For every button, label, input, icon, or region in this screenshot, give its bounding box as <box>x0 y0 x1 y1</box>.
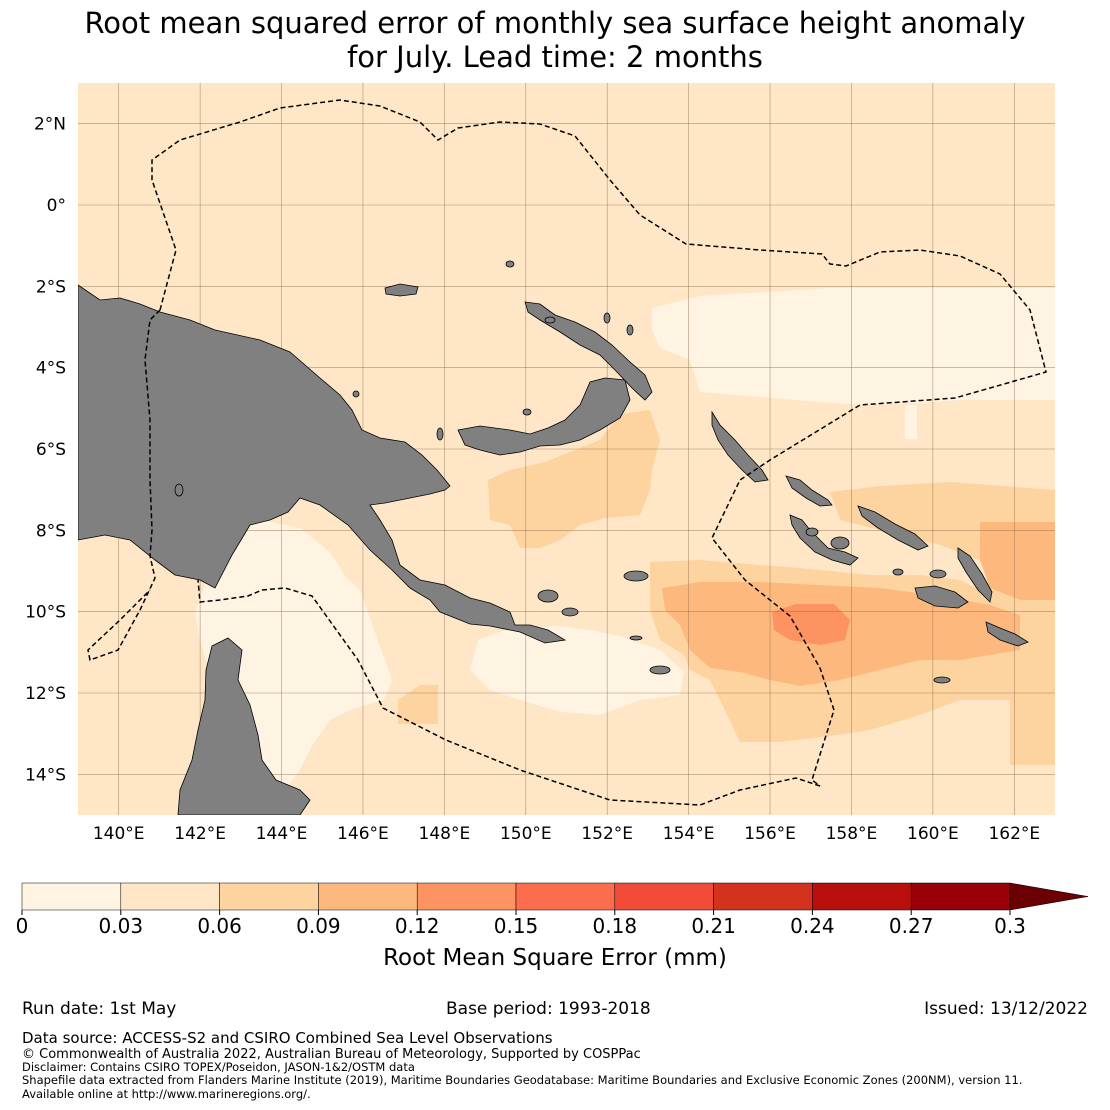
disclaimer: Disclaimer: Contains CSIRO TOPEX/Poseido… <box>22 1060 415 1074</box>
x-tick-label: 144°E <box>256 824 308 844</box>
y-tick-label: 4°S <box>36 359 66 379</box>
land-makira <box>985 621 1029 647</box>
copyright: © Commonwealth of Australia 2022, Austra… <box>22 1047 641 1062</box>
base-period: Base period: 1993-2018 <box>446 999 651 1019</box>
colorbar-tick-label: 0.27 <box>889 914 934 938</box>
x-tick-label: 148°E <box>419 824 471 844</box>
x-tick-label: 152°E <box>581 824 633 844</box>
colorbar-extend-arrow <box>1009 882 1089 911</box>
data-source: Data source: ACCESS-S2 and CSIRO Combine… <box>22 1029 553 1047</box>
colorbar-tick-label: 0.24 <box>790 914 835 938</box>
colorbar-segment <box>812 882 912 911</box>
title-line-1: Root mean squared error of monthly sea s… <box>84 6 1026 40</box>
colorbar-tick-label: 0 <box>16 914 29 938</box>
y-tick-label: 0° <box>47 196 66 216</box>
run-date: Run date: 1st May <box>22 999 177 1019</box>
colorbar-tick-label: 0.21 <box>691 914 736 938</box>
land <box>78 260 1029 815</box>
colorbar-segment <box>120 882 220 911</box>
colorbar-segment <box>614 882 714 911</box>
land-new-britain <box>457 377 631 456</box>
x-tick-label: 150°E <box>500 824 552 844</box>
x-tick-label: 154°E <box>663 824 715 844</box>
x-tick-labels: 140°E 142°E 144°E 146°E 148°E 150°E 152°E 154°E… <box>93 824 1040 844</box>
title-line-2: for July. Lead time: 2 months <box>347 40 763 74</box>
land-malaita <box>957 547 993 603</box>
colorbar: 0 0.03 0.06 0.09 0.12 0.15 0.18 0.21 0.24 0.27 0.3 <box>16 882 1089 938</box>
colorbar-segment <box>416 882 517 911</box>
issued-date: Issued: 13/12/2022 <box>924 999 1088 1019</box>
x-tick-label: 146°E <box>337 824 389 844</box>
shapefile-credit: Shapefile data extracted from Flanders M… <box>22 1073 1023 1087</box>
x-tick-label: 158°E <box>826 824 878 844</box>
colorbar-tick-label: 0.09 <box>296 914 341 938</box>
colorbar-segment <box>713 882 813 911</box>
colorbar-title: Root Mean Square Error (mm) <box>383 945 727 971</box>
colorbar-tick-label: 0.06 <box>197 914 242 938</box>
rmse-band-012-015 <box>772 604 850 645</box>
land-choiseul <box>785 475 833 507</box>
colorbar-tick-label: 0.18 <box>593 914 638 938</box>
land-bougainville <box>711 410 769 483</box>
marineregions-url: Available online at http://www.marinereg… <box>22 1087 311 1101</box>
land-new-guinea <box>78 284 567 644</box>
x-tick-label: 156°E <box>744 824 796 844</box>
colorbar-segment <box>219 882 319 911</box>
y-tick-labels: 2°N 0° 2°S 4°S 6°S 8°S 10°S 12°S 14°S <box>25 115 66 786</box>
land-guadalcanal <box>914 585 969 609</box>
colorbar-tick-label: 0.03 <box>99 914 144 938</box>
land-cape-york <box>177 637 311 815</box>
colorbar-tick-label: 0.3 <box>994 914 1026 938</box>
x-tick-label: 160°E <box>907 824 959 844</box>
map-area <box>78 83 1055 815</box>
y-tick-label: 12°S <box>25 684 66 704</box>
x-tick-label: 162°E <box>988 824 1040 844</box>
y-tick-label: 2°N <box>34 115 66 135</box>
land-manus <box>384 283 419 297</box>
y-tick-label: 6°S <box>36 440 66 460</box>
colorbar-tick-label: 0.12 <box>395 914 440 938</box>
colorbar-segment <box>21 882 122 911</box>
land-santa-isabel <box>857 505 929 551</box>
chart-title: Root mean squared error of monthly sea s… <box>0 6 1110 74</box>
x-tick-label: 142°E <box>174 824 226 844</box>
colorbar-tick-label: 0.15 <box>494 914 539 938</box>
x-tick-label: 140°E <box>93 824 145 844</box>
eez-boundary <box>87 99 1047 806</box>
y-tick-label: 2°S <box>36 277 66 297</box>
colorbar-segment <box>910 882 1011 911</box>
y-tick-label: 10°S <box>25 603 66 623</box>
colorbar-segment <box>515 882 616 911</box>
y-tick-label: 14°S <box>25 765 66 785</box>
graticule <box>78 83 1055 815</box>
land-new-ireland <box>524 301 653 401</box>
y-tick-label: 8°S <box>36 521 66 541</box>
colorbar-segment <box>318 882 418 911</box>
